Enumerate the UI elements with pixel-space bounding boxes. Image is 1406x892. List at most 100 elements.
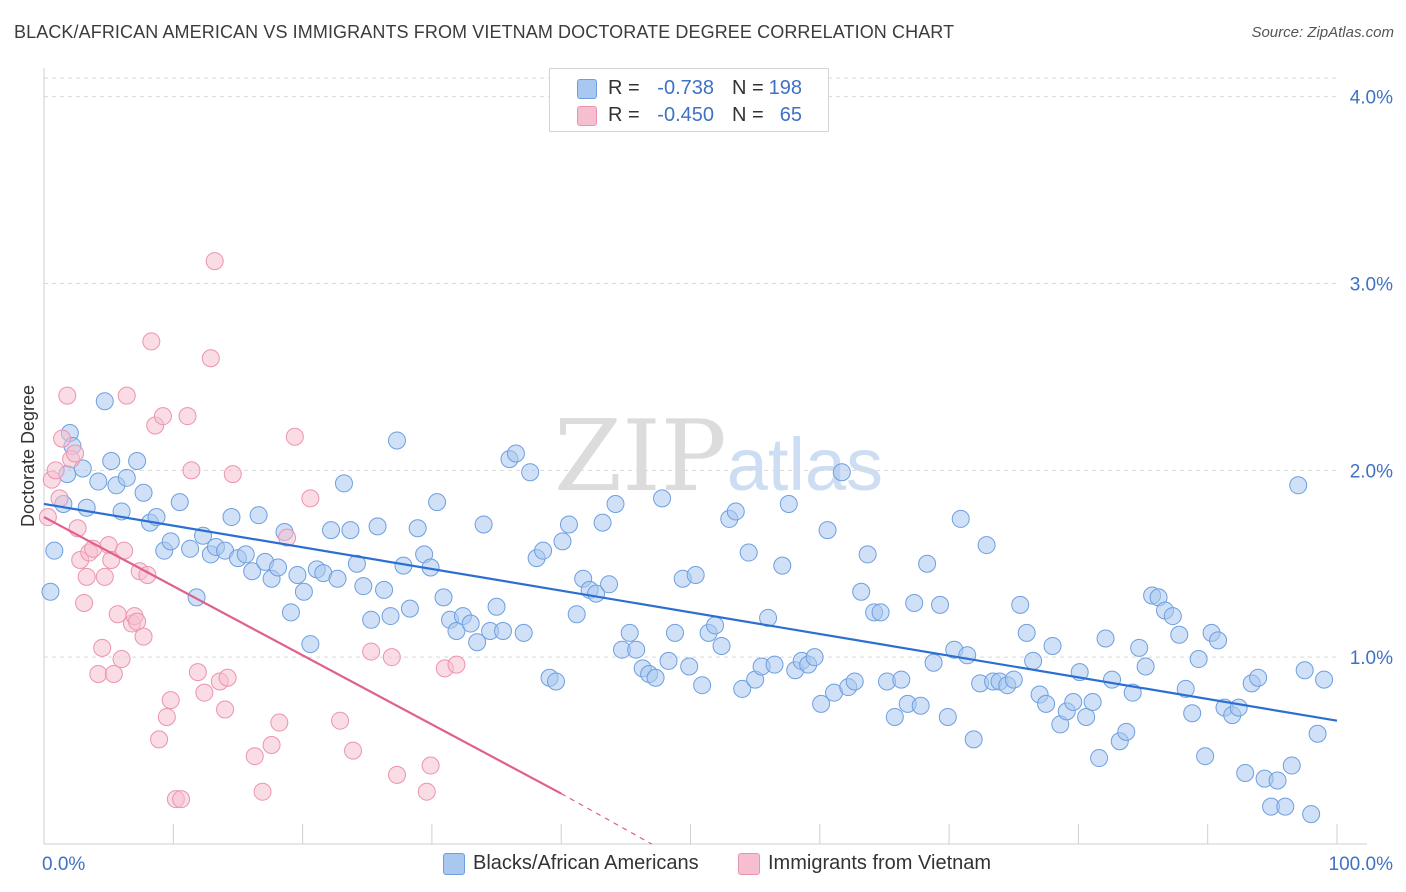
- data-point-blacks: [1096, 629, 1115, 648]
- data-point-blacks: [1024, 651, 1043, 670]
- y-tick-label: 4.0%: [1350, 88, 1393, 109]
- data-point-vietnam: [104, 664, 123, 683]
- data-point-vietnam: [128, 612, 147, 631]
- data-point-vietnam: [421, 756, 440, 775]
- data-point-blacks: [812, 694, 831, 713]
- data-point-blacks: [428, 493, 447, 512]
- data-point-blacks: [892, 670, 911, 689]
- trend-lines: [43, 502, 1338, 845]
- data-point-blacks: [161, 532, 180, 551]
- bottom-legend-swatch-pink: [738, 853, 760, 875]
- data-point-blacks: [434, 588, 453, 607]
- data-point-blacks: [362, 610, 381, 629]
- bottom-legend-swatch-blue: [443, 853, 465, 875]
- data-point-blacks: [1130, 638, 1149, 657]
- data-point-blacks: [1017, 623, 1036, 642]
- data-point-vietnam: [417, 782, 436, 801]
- data-point-vietnam: [117, 386, 136, 405]
- watermark-atlas: atlas: [726, 423, 884, 506]
- data-point-blacks: [1090, 749, 1109, 768]
- data-point-vietnam: [172, 790, 191, 809]
- data-point-vietnam: [157, 707, 176, 726]
- x-tick-label-min: 0.0%: [42, 854, 85, 875]
- legend-swatch-pink: [577, 106, 597, 126]
- data-point-blacks: [506, 444, 525, 463]
- data-point-blacks: [627, 640, 646, 659]
- data-point-vietnam: [66, 444, 85, 463]
- data-point-blacks: [845, 672, 864, 691]
- data-point-blacks: [547, 672, 566, 691]
- data-point-blacks: [1136, 657, 1155, 676]
- data-point-vietnam: [161, 691, 180, 710]
- data-point-blacks: [1163, 607, 1182, 626]
- data-point-vietnam: [75, 593, 94, 612]
- data-point-vietnam: [112, 650, 131, 669]
- data-point-vietnam: [150, 730, 169, 749]
- data-point-blacks: [1043, 636, 1062, 655]
- data-point-vietnam: [205, 252, 224, 271]
- data-point-blacks: [354, 577, 373, 596]
- data-point-vietnam: [301, 489, 320, 508]
- trend-line-vietnam-extension: [560, 793, 653, 845]
- data-point-blacks: [905, 593, 924, 612]
- data-point-blacks: [1077, 707, 1096, 726]
- data-point-blacks: [646, 668, 665, 687]
- data-point-blacks: [102, 452, 121, 470]
- data-point-vietnam: [89, 664, 108, 683]
- data-point-blacks: [381, 607, 400, 626]
- data-point-blacks: [706, 616, 725, 635]
- data-point-vietnam: [195, 683, 214, 702]
- data-point-blacks: [334, 474, 353, 493]
- data-point-blacks: [553, 532, 572, 551]
- axis-labels: 1.0% 2.0% 3.0% 4.0% 0.0% 100.0% Doctorate Degr…: [18, 88, 1393, 875]
- legend-row-vietnam: R = -0.450 N = 65: [550, 102, 828, 128]
- data-point-blacks: [341, 521, 360, 540]
- trend-line-blacks: [43, 502, 1338, 722]
- data-point-blacks: [918, 554, 937, 573]
- data-point-blacks: [1123, 683, 1142, 702]
- data-point-blacks: [773, 556, 792, 575]
- data-point-blacks: [387, 431, 406, 450]
- data-point-blacks: [680, 657, 699, 676]
- data-point-blacks: [1083, 693, 1102, 712]
- data-point-blacks: [951, 509, 970, 528]
- data-point-blacks: [1011, 595, 1030, 614]
- data-point-blacks: [693, 676, 712, 695]
- data-point-blacks: [521, 463, 540, 482]
- data-point-blacks: [938, 707, 957, 726]
- data-point-blacks: [45, 541, 64, 560]
- y-tick-label: 1.0%: [1350, 648, 1393, 669]
- data-point-blacks: [1268, 771, 1287, 790]
- legend-r-value: -0.738: [657, 77, 714, 99]
- data-point-vietnam: [153, 407, 172, 426]
- bottom-legend-label: Blacks/African Americans: [473, 852, 699, 874]
- legend-r-label: R =: [608, 104, 640, 126]
- data-point-vietnam: [142, 332, 161, 351]
- data-point-blacks: [665, 623, 684, 642]
- data-point-vietnam: [285, 427, 304, 446]
- data-point-blacks: [89, 472, 108, 491]
- data-point-blacks: [328, 569, 347, 588]
- chart-title: BLACK/AFRICAN AMERICAN VS IMMIGRANTS FRO…: [14, 22, 955, 42]
- data-point-blacks: [1037, 694, 1056, 713]
- data-point-blacks: [117, 468, 136, 487]
- data-point-blacks: [294, 582, 313, 601]
- data-point-blacks: [567, 605, 586, 624]
- data-point-blacks: [368, 517, 387, 536]
- data-point-blacks: [249, 506, 268, 525]
- data-point-blacks: [593, 513, 612, 532]
- data-point-vietnam: [134, 627, 153, 646]
- data-point-blacks: [494, 622, 513, 641]
- data-point-blacks: [620, 623, 639, 642]
- data-point-blacks: [1302, 805, 1321, 824]
- data-point-vietnam: [387, 765, 406, 784]
- watermark-zip: ZIP: [554, 400, 727, 514]
- data-point-blacks: [408, 519, 427, 538]
- data-point-blacks: [1315, 670, 1334, 689]
- y-tick-label: 3.0%: [1350, 275, 1393, 296]
- data-point-blacks: [885, 707, 904, 726]
- data-point-vietnam: [344, 741, 363, 760]
- watermark: ZIPatlas: [554, 400, 883, 514]
- correlation-legend: R = -0.738 N = 198 R = -0.450 N = 65: [549, 68, 829, 132]
- data-point-blacks: [739, 543, 758, 562]
